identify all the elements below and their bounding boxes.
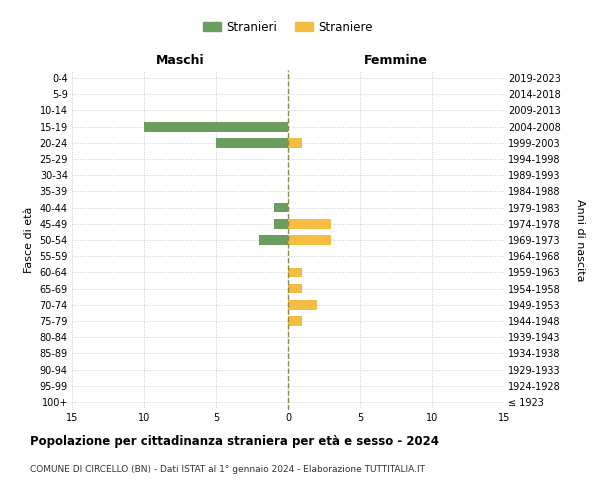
Bar bbox=[259, 235, 288, 245]
Bar bbox=[288, 268, 302, 277]
Text: Maschi: Maschi bbox=[155, 54, 205, 67]
Bar bbox=[216, 138, 288, 147]
Bar bbox=[288, 316, 302, 326]
Text: Femmine: Femmine bbox=[364, 54, 428, 67]
Y-axis label: Anni di nascita: Anni di nascita bbox=[575, 198, 585, 281]
Bar bbox=[144, 122, 288, 132]
Bar bbox=[288, 138, 302, 147]
Bar bbox=[274, 219, 288, 228]
Bar bbox=[288, 219, 331, 228]
Bar bbox=[288, 284, 302, 294]
Legend: Stranieri, Straniere: Stranieri, Straniere bbox=[198, 16, 378, 38]
Text: COMUNE DI CIRCELLO (BN) - Dati ISTAT al 1° gennaio 2024 - Elaborazione TUTTITALI: COMUNE DI CIRCELLO (BN) - Dati ISTAT al … bbox=[30, 465, 425, 474]
Bar bbox=[288, 300, 317, 310]
Text: Popolazione per cittadinanza straniera per età e sesso - 2024: Popolazione per cittadinanza straniera p… bbox=[30, 435, 439, 448]
Y-axis label: Fasce di età: Fasce di età bbox=[24, 207, 34, 273]
Bar bbox=[288, 235, 331, 245]
Bar bbox=[274, 203, 288, 212]
